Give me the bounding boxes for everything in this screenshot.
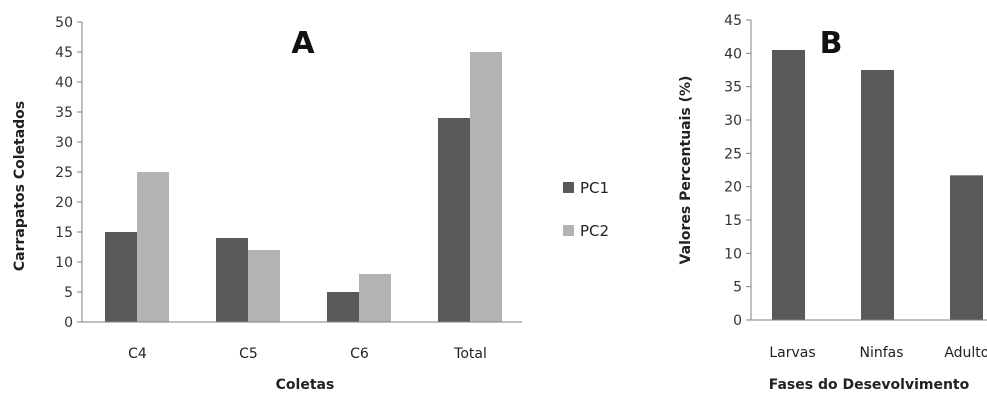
category-label: Total [453,346,487,362]
bar-c5-pc2 [248,250,280,322]
y-tick-label: 0 [64,315,73,331]
y-tick-label: 30 [724,113,742,129]
legend-swatch-pc1 [563,182,574,193]
panel-a-category-labels: C4 C5 C6 Total [128,346,487,362]
y-tick-label: 20 [55,195,73,211]
y-tick-label: 40 [55,75,73,91]
y-tick-label: 40 [724,46,742,62]
bar-adultos [950,175,983,320]
bar-larvas [772,50,805,320]
panel-a: A Carrapatos Coletados Coletas 0 5 10 15 20 2… [12,15,609,393]
bar-total-pc1 [438,118,470,322]
y-tick-label: 30 [55,135,73,151]
y-tick-label: 25 [55,165,73,181]
panel-b: B Valores Percentuais (%) Fases do Desev… [678,13,987,393]
panel-a-legend: PC1 PC2 [563,179,609,240]
panel-b-category-labels: Larvas Ninfas Adultos [769,345,987,361]
panel-b-y-ticks: 0 5 10 15 20 25 30 35 40 45 [724,13,751,329]
panel-b-x-axis-label: Fases do Desevolvimento [769,377,970,393]
category-label: C6 [350,346,369,362]
panel-b-y-axis-label: Valores Percentuais (%) [678,76,694,265]
legend-label-pc1: PC1 [580,179,609,197]
bar-c4-pc2 [137,172,169,322]
bar-ninfas [861,70,894,320]
panel-a-y-ticks: 0 5 10 15 20 25 30 35 40 45 50 [55,15,82,331]
y-tick-label: 20 [724,180,742,196]
y-tick-label: 10 [55,255,73,271]
bar-c4-pc1 [105,232,137,322]
bar-c5-pc1 [216,238,248,322]
category-label: Ninfas [859,345,903,361]
panel-b-bars [772,50,983,320]
y-tick-label: 45 [55,45,73,61]
y-tick-label: 45 [724,13,742,29]
y-tick-label: 5 [64,285,73,301]
panel-a-x-axis-label: Coletas [276,377,335,393]
bar-c6-pc2 [359,274,391,322]
bar-c6-pc1 [327,292,359,322]
panel-a-title: A [291,26,315,61]
legend-label-pc2: PC2 [580,222,609,240]
category-label: Larvas [769,345,815,361]
panel-a-y-axis-label: Carrapatos Coletados [12,101,28,271]
y-tick-label: 50 [55,15,73,31]
y-tick-label: 0 [733,313,742,329]
y-tick-label: 10 [724,246,742,262]
category-label: C5 [239,346,258,362]
y-tick-label: 35 [55,105,73,121]
category-label: C4 [128,346,147,362]
y-tick-label: 15 [724,213,742,229]
bar-total-pc2 [470,52,502,322]
legend-swatch-pc2 [563,225,574,236]
y-tick-label: 5 [733,280,742,296]
panel-b-title: B [820,26,843,61]
y-tick-label: 15 [55,225,73,241]
category-label: Adultos [944,345,987,361]
y-tick-label: 25 [724,146,742,162]
y-tick-label: 35 [724,80,742,96]
panel-a-bars [105,52,502,322]
